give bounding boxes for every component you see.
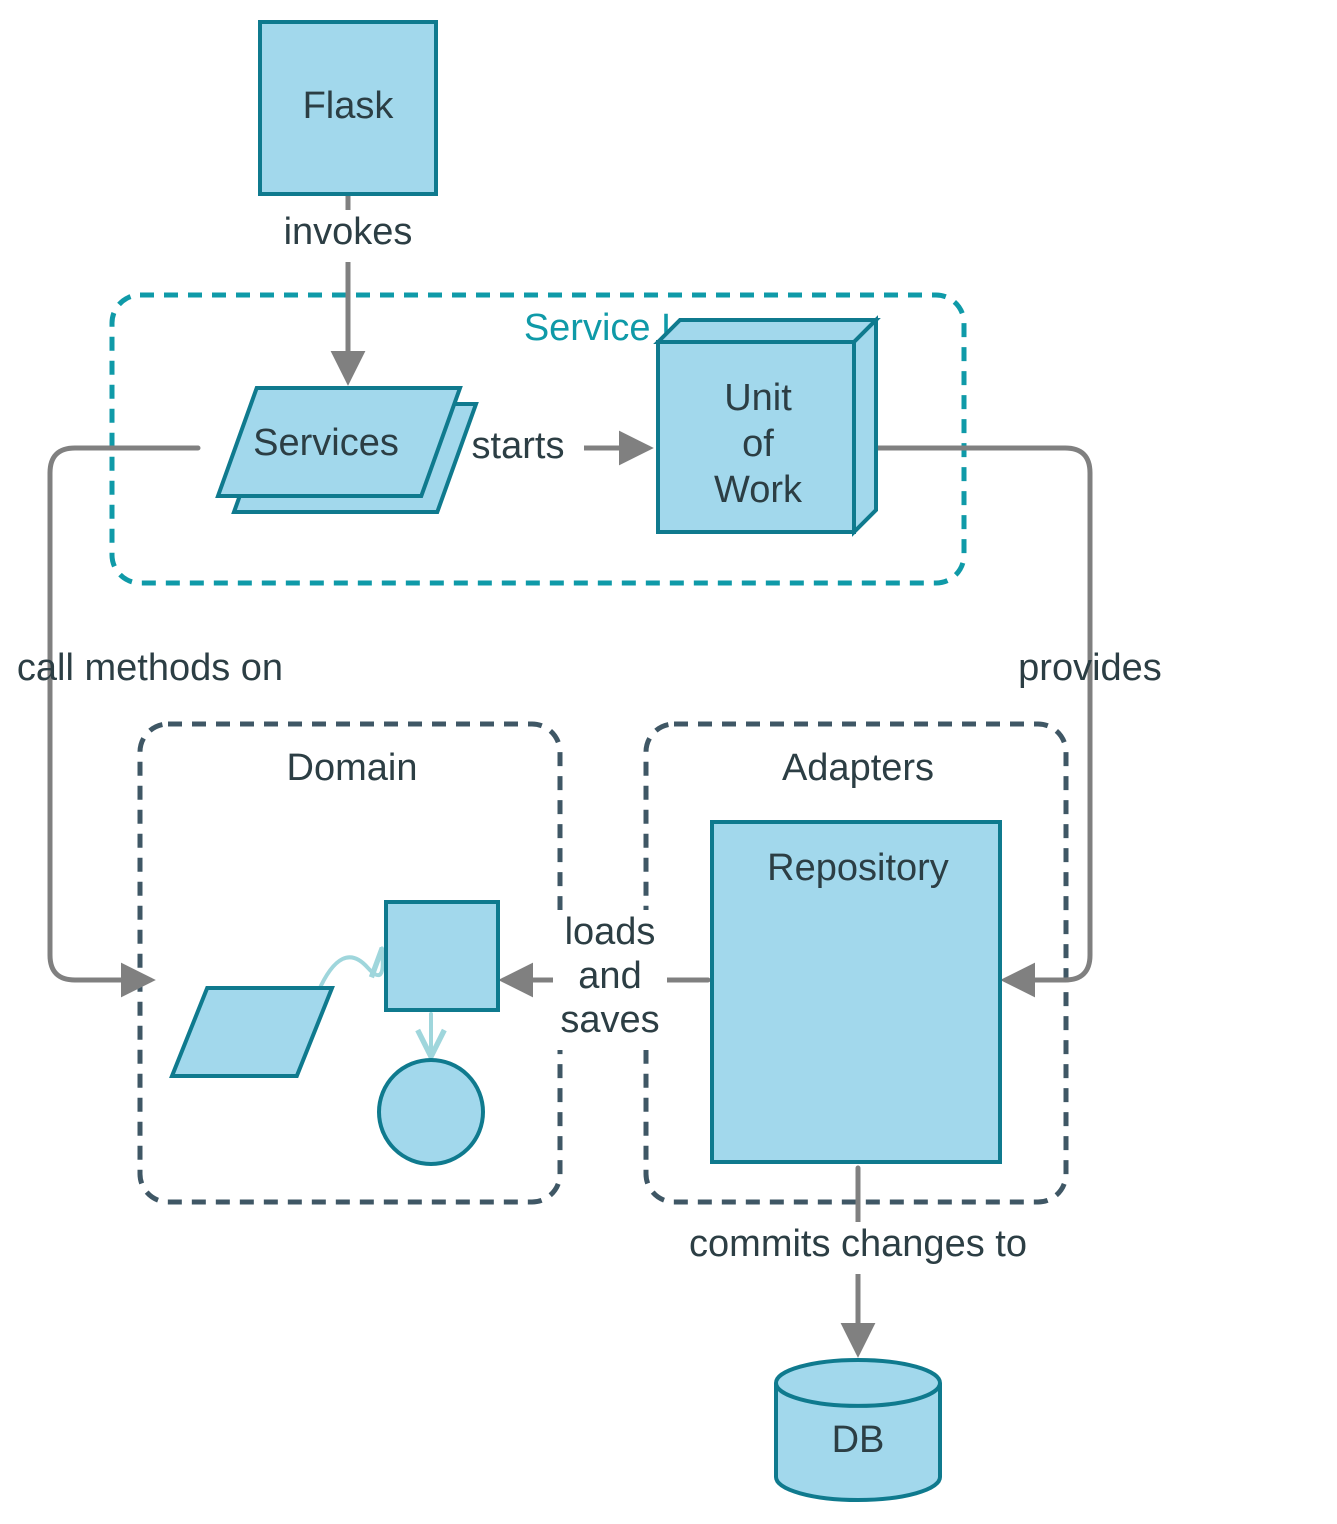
node-label-uow: of [742, 423, 774, 465]
node-services: Services [218, 388, 476, 512]
group-label-domain: Domain [287, 747, 418, 789]
edge-label-invokes: invokes [284, 211, 413, 253]
node-label-repository: Repository [767, 847, 949, 889]
node-label-uow: Work [714, 469, 803, 511]
node-uow: UnitofWork [658, 320, 876, 532]
node-domain_square [386, 902, 498, 1010]
edge-label-call_methods_on: call methods on [17, 647, 283, 689]
node-db: DB [776, 1360, 940, 1500]
edge-label-loads_and_saves: saves [560, 999, 659, 1041]
node-label-services: Services [253, 422, 399, 464]
architecture-diagram: Service LayerDomainAdaptersinvokesstarts… [0, 0, 1337, 1524]
node-label-db: DB [832, 1419, 885, 1461]
group-label-adapters: Adapters [782, 747, 934, 789]
edge-label-provides: provides [1018, 647, 1162, 689]
edge-label-loads_and_saves: loads [565, 911, 656, 953]
edge-label-loads_and_saves: and [578, 955, 641, 997]
node-flask: Flask [260, 22, 436, 194]
edge-label-commits: commits changes to [689, 1223, 1027, 1265]
node-label-flask: Flask [303, 85, 395, 127]
node-label-uow: Unit [724, 377, 792, 419]
edge-label-starts: starts [472, 425, 565, 467]
node-repository: Repository [712, 822, 1000, 1162]
node-domain_circle [379, 1060, 483, 1164]
